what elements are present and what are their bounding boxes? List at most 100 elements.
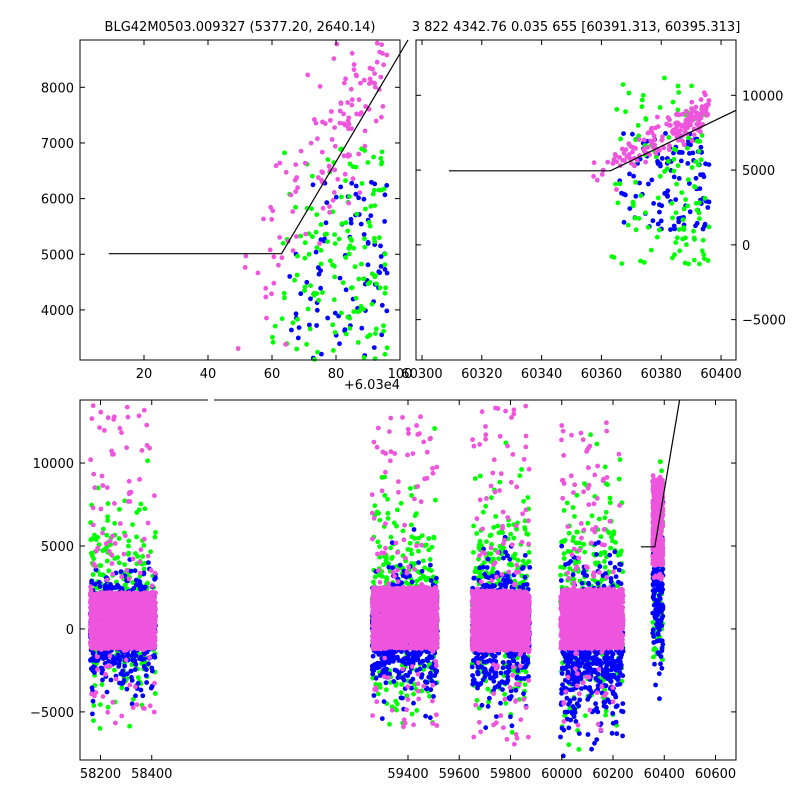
green-data-point: [639, 104, 645, 110]
green-data-point: [127, 723, 132, 729]
green-data-point: [270, 339, 276, 345]
blue-data-point: [391, 679, 397, 684]
blue-data-point: [655, 221, 661, 227]
green-data-point: [153, 530, 158, 535]
magenta-data-point: [320, 205, 326, 211]
magenta-data-point: [348, 86, 354, 92]
magenta-data-point: [295, 185, 300, 191]
green-data-point: [372, 239, 378, 245]
green-data-point: [356, 276, 362, 282]
magenta-data-point: [698, 115, 704, 121]
green-data-point: [638, 193, 644, 199]
green-data-point: [609, 254, 615, 259]
magenta-data-point: [147, 445, 153, 451]
green-data-point: [123, 582, 128, 588]
magenta-data-point: [151, 620, 157, 626]
magenta-data-point: [302, 160, 308, 166]
green-data-point: [699, 248, 705, 254]
green-data-point: [332, 330, 338, 335]
blue-data-point: [370, 653, 376, 659]
magenta-data-point: [148, 567, 154, 573]
green-data-point: [331, 297, 337, 303]
y-tick-label: 10000: [742, 89, 783, 104]
magenta-data-point: [139, 448, 145, 453]
magenta-data-point: [342, 122, 348, 128]
magenta-data-point: [412, 496, 417, 502]
magenta-data-point: [404, 569, 410, 574]
green-data-point: [112, 667, 117, 673]
green-data-point: [352, 264, 358, 270]
magenta-data-point: [698, 129, 703, 135]
magenta-data-point: [430, 470, 436, 476]
green-data-point: [696, 148, 702, 154]
top-right-ticks: 60300 60320 60340 60360 60380 60400−500005000…: [401, 40, 786, 382]
blue-data-point: [650, 218, 656, 224]
blue-data-point: [397, 562, 403, 568]
magenta-data-point: [134, 702, 140, 707]
blue-data-point: [324, 200, 330, 206]
green-data-point: [346, 251, 352, 257]
magenta-data-point: [396, 479, 401, 484]
green-data-point: [638, 258, 643, 264]
magenta-data-point: [110, 571, 116, 577]
magenta-data-point: [395, 550, 400, 555]
green-data-point: [398, 500, 404, 506]
green-data-point: [387, 721, 392, 727]
magenta-data-point: [412, 567, 417, 572]
magenta-data-point: [430, 466, 435, 471]
magenta-data-point: [97, 425, 102, 430]
magenta-data-point: [614, 187, 619, 192]
green-data-point: [330, 322, 336, 328]
green-data-point: [90, 572, 96, 577]
blue-data-point: [659, 156, 665, 161]
magenta-data-point: [402, 522, 407, 528]
magenta-data-point: [99, 598, 105, 603]
blue-data-point: [108, 677, 114, 683]
magenta-data-point: [142, 536, 147, 542]
green-data-point: [700, 237, 706, 243]
blue-data-point: [676, 150, 682, 155]
magenta-data-point: [362, 128, 368, 134]
magenta-data-point: [89, 416, 95, 421]
green-data-point: [349, 238, 354, 243]
green-data-point: [395, 507, 400, 513]
magenta-data-point: [127, 607, 133, 613]
magenta-data-point: [243, 253, 249, 259]
magenta-data-point: [255, 270, 261, 276]
green-data-point: [677, 248, 683, 254]
blue-data-point: [100, 677, 105, 683]
magenta-data-point: [430, 682, 436, 688]
magenta-data-point: [374, 59, 380, 65]
green-data-point: [666, 135, 672, 140]
magenta-data-point: [138, 547, 144, 553]
green-data-point: [125, 543, 131, 549]
magenta-data-point: [264, 315, 269, 321]
x-tick-label: 20: [136, 367, 153, 382]
magenta-data-point: [641, 137, 647, 143]
green-data-point: [105, 518, 110, 523]
magenta-data-point: [111, 596, 117, 601]
blue-data-point: [651, 201, 656, 206]
green-data-point: [394, 701, 400, 707]
green-data-point: [104, 558, 110, 564]
green-data-point: [705, 258, 711, 263]
magenta-data-point: [149, 590, 155, 596]
magenta-data-point: [151, 709, 157, 715]
blue-data-point: [150, 668, 155, 674]
magenta-data-point: [88, 607, 94, 613]
green-data-point: [414, 708, 420, 713]
magenta-data-point: [418, 414, 423, 420]
magenta-data-point: [674, 120, 679, 126]
magenta-data-point: [263, 285, 269, 291]
green-data-point: [355, 340, 361, 345]
magenta-data-point: [332, 167, 338, 173]
magenta-data-point: [626, 141, 632, 147]
y-tick-label: 5000: [742, 164, 775, 179]
magenta-data-point: [345, 152, 351, 158]
magenta-data-point: [123, 657, 129, 663]
blue-data-point: [143, 673, 149, 678]
green-data-point: [354, 211, 360, 217]
magenta-data-point: [680, 138, 685, 144]
magenta-data-point: [374, 699, 380, 705]
green-data-point: [670, 215, 675, 221]
